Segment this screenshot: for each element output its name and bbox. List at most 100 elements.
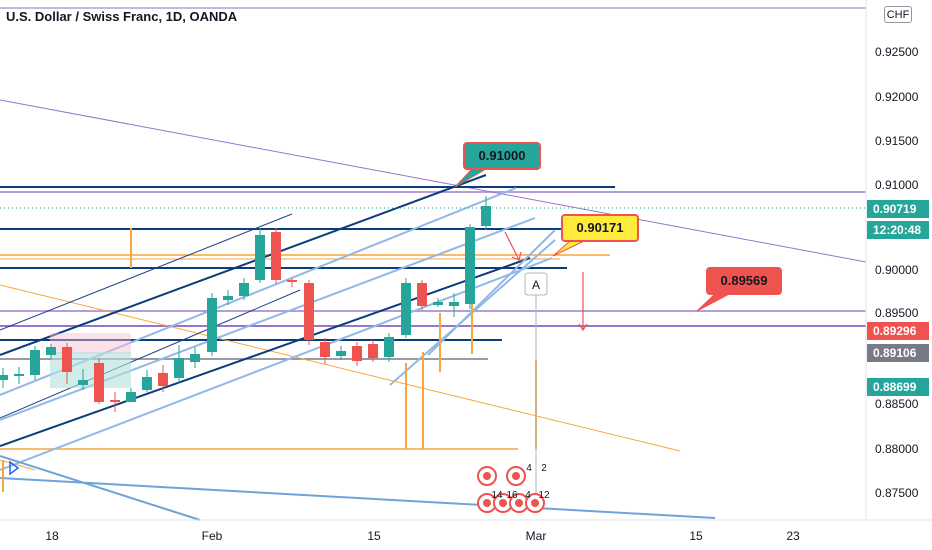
candle-down[interactable] (320, 342, 330, 357)
channel-line-dark[interactable] (0, 257, 531, 447)
callout-pointer (696, 293, 730, 312)
price-badge-label: 12:20:48 (873, 223, 921, 237)
candle-up[interactable] (142, 377, 152, 390)
price-tick-label: 0.89500 (875, 306, 919, 320)
event-icon-dot (499, 499, 507, 507)
channel-line-dark-thin[interactable] (0, 213, 293, 331)
event-count: 2 (541, 463, 547, 474)
event-marker[interactable]: A (524, 272, 548, 296)
price-callout[interactable] (706, 267, 782, 295)
price-badge[interactable] (867, 378, 929, 396)
price-badge-label: 0.88699 (873, 380, 917, 394)
candle-down[interactable] (352, 346, 362, 361)
price-badge-label: 0.89296 (873, 324, 917, 338)
price-tick-label: 0.90000 (875, 263, 919, 277)
candle-up[interactable] (207, 298, 217, 352)
price-callout-label: 0.90171 (577, 220, 624, 235)
candle-up[interactable] (384, 337, 394, 357)
price-badge[interactable] (867, 221, 929, 239)
channel-line-light-bottom[interactable] (0, 455, 201, 521)
price-callouts[interactable]: 0.91000 0.90171 0.89569 (454, 142, 782, 312)
event-count: 4 (526, 463, 532, 474)
candlesticks[interactable] (0, 196, 491, 412)
chart-title: U.S. Dollar / Swiss Franc, 1D, OANDA (6, 9, 238, 24)
event-icon-dot (515, 499, 523, 507)
time-tick-label: 23 (786, 529, 800, 543)
price-callout-label: 0.89569 (721, 273, 768, 288)
price-badge-label: 0.90719 (873, 202, 917, 216)
candle-down[interactable] (158, 373, 168, 386)
channel-line-light[interactable] (427, 229, 556, 356)
candle-down[interactable] (287, 280, 297, 282)
candle-up[interactable] (401, 283, 411, 335)
event-count: 16 (506, 490, 518, 501)
event-icon-dot (531, 499, 539, 507)
price-badge[interactable] (867, 322, 929, 340)
marker-box[interactable] (524, 272, 548, 296)
currency-badge[interactable]: CHF (884, 6, 912, 23)
channel-line-light[interactable] (0, 257, 553, 471)
trendline-orange[interactable] (0, 459, 36, 471)
projection-arrow-head (578, 323, 588, 332)
event-icon-dot (512, 472, 520, 480)
channel-line-light-bottom[interactable] (0, 477, 716, 519)
event-icon-dot (483, 472, 491, 480)
price-tick-label: 0.88000 (875, 442, 919, 456)
candle-up[interactable] (78, 380, 88, 385)
projection-arrow-head (511, 251, 522, 261)
price-callout[interactable] (561, 214, 639, 242)
projection-arrow[interactable] (504, 231, 520, 261)
candle-up[interactable] (126, 392, 136, 402)
price-tick-label: 0.91000 (875, 178, 919, 192)
candle-up[interactable] (481, 206, 491, 226)
price-callout[interactable] (463, 142, 541, 170)
candle-up[interactable] (465, 227, 475, 304)
price-badge[interactable] (867, 200, 929, 218)
price-axis[interactable]: 0.925000.920000.915000.910000.905000.900… (0, 0, 932, 521)
candle-up[interactable] (0, 375, 8, 380)
channel-line-dark-thin[interactable] (0, 289, 301, 419)
candle-up[interactable] (449, 302, 459, 306)
candle-up[interactable] (46, 347, 56, 355)
candle-down[interactable] (368, 344, 378, 358)
time-axis[interactable]: 18 Feb 15 Mar 15 23 (45, 529, 800, 543)
callout-pointer (552, 240, 585, 257)
channel-line-light[interactable] (0, 217, 536, 421)
trendline-purple[interactable] (0, 99, 867, 263)
trend-lines[interactable] (0, 7, 867, 521)
candle-up[interactable] (433, 302, 443, 305)
candle-up[interactable] (14, 374, 24, 376)
event-count: 14 (491, 490, 503, 501)
event-count: 12 (538, 490, 550, 501)
marker-label: A (532, 278, 540, 292)
time-tick-label: 15 (367, 529, 381, 543)
price-callout-label: 0.91000 (479, 148, 526, 163)
candle-down[interactable] (304, 283, 314, 340)
channel-line-dark[interactable] (0, 174, 487, 356)
candle-down[interactable] (110, 400, 120, 402)
price-tick-label: 0.88500 (875, 397, 919, 411)
time-tick-label: Feb (202, 529, 223, 543)
candle-up[interactable] (30, 350, 40, 375)
time-tick-label: 18 (45, 529, 59, 543)
price-tick-label: 0.87500 (875, 486, 919, 500)
price-badge[interactable] (867, 344, 929, 362)
candle-up[interactable] (223, 296, 233, 300)
event-icon-dot (483, 499, 491, 507)
candle-up[interactable] (190, 354, 200, 362)
candle-up[interactable] (255, 235, 265, 280)
candle-down[interactable] (94, 363, 104, 402)
candle-down[interactable] (62, 347, 72, 372)
candle-up[interactable] (239, 283, 249, 296)
price-tick-label: 0.92000 (875, 90, 919, 104)
candle-up[interactable] (336, 351, 346, 356)
candle-down[interactable] (271, 232, 281, 280)
event-icons[interactable]: 4 214 16 4 12 (477, 463, 550, 513)
price-tick-label: 0.92500 (875, 45, 919, 59)
time-tick-label: Mar (526, 529, 547, 543)
candle-down[interactable] (417, 283, 427, 306)
callout-pointer (454, 168, 488, 188)
candle-up[interactable] (174, 358, 184, 378)
scroll-marker-icon[interactable] (9, 460, 20, 476)
